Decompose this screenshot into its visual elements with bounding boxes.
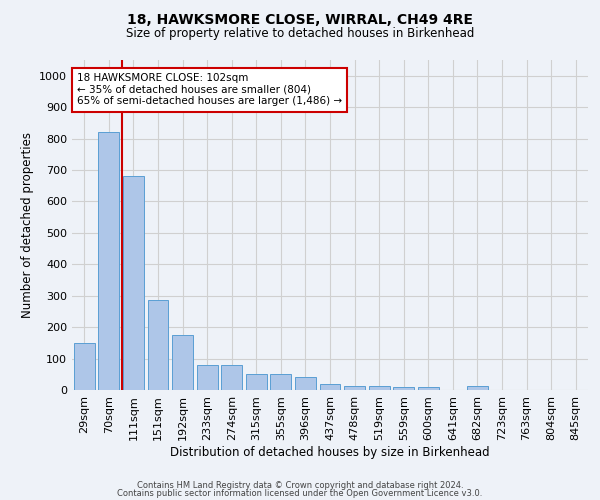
Text: 18, HAWKSMORE CLOSE, WIRRAL, CH49 4RE: 18, HAWKSMORE CLOSE, WIRRAL, CH49 4RE [127, 12, 473, 26]
Y-axis label: Number of detached properties: Number of detached properties [20, 132, 34, 318]
Bar [295, 377, 316, 390]
Bar [320, 384, 340, 390]
Bar [221, 365, 242, 390]
Bar [197, 365, 218, 390]
Bar [74, 343, 95, 390]
Text: Contains public sector information licensed under the Open Government Licence v3: Contains public sector information licen… [118, 488, 482, 498]
Text: 18 HAWKSMORE CLOSE: 102sqm
← 35% of detached houses are smaller (804)
65% of sem: 18 HAWKSMORE CLOSE: 102sqm ← 35% of deta… [77, 73, 342, 106]
Bar [98, 132, 119, 390]
Bar [418, 387, 439, 390]
X-axis label: Distribution of detached houses by size in Birkenhead: Distribution of detached houses by size … [170, 446, 490, 458]
Bar [393, 387, 414, 390]
Bar [246, 374, 267, 390]
Bar [172, 335, 193, 390]
Text: Contains HM Land Registry data © Crown copyright and database right 2024.: Contains HM Land Registry data © Crown c… [137, 481, 463, 490]
Bar [368, 386, 389, 390]
Bar [148, 300, 169, 390]
Text: Size of property relative to detached houses in Birkenhead: Size of property relative to detached ho… [126, 28, 474, 40]
Bar [271, 374, 292, 390]
Bar [344, 386, 365, 390]
Bar [467, 386, 488, 390]
Bar [123, 176, 144, 390]
